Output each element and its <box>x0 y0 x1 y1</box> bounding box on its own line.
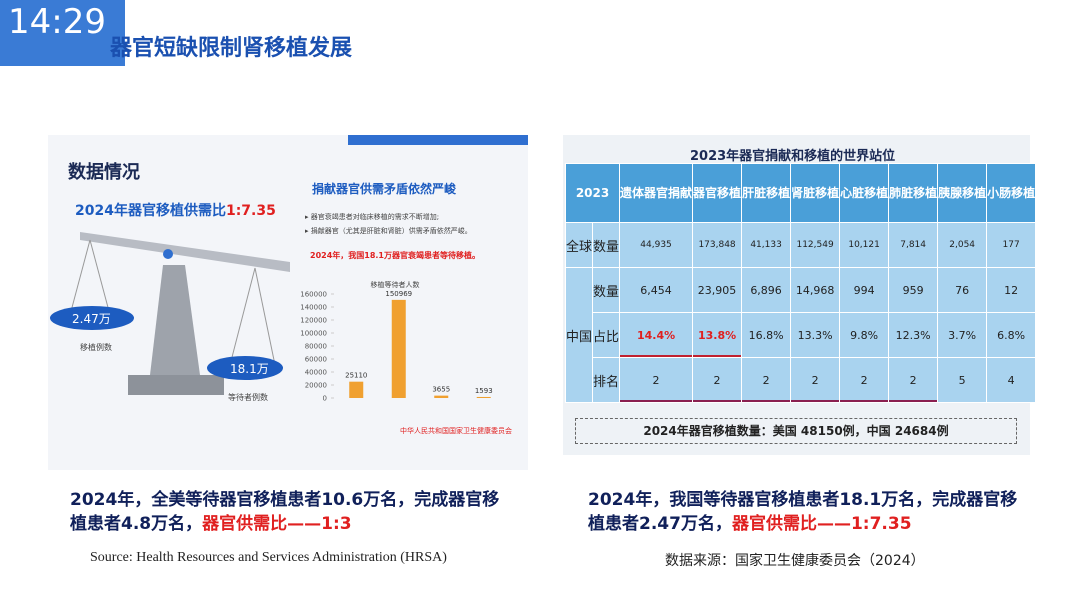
left-panel <box>48 135 528 470</box>
cell: 2 <box>741 357 792 403</box>
column-header: 肺脏移植 <box>888 163 939 223</box>
bar <box>391 299 406 398</box>
cell: 6.8% <box>986 312 1037 358</box>
status-badge <box>0 0 125 66</box>
subheading: 捐献器官供需矛盾依然严峻 <box>312 182 457 196</box>
cell: 12 <box>986 267 1037 313</box>
row-label: 排名 <box>592 357 621 403</box>
column-header: 肾脏移植 <box>790 163 841 223</box>
bullets: ▸ 器官衰竭患者对临床移植的需求不断增加; ▸ 捐献器官（尤其是肝脏和肾脏）供需矛… <box>305 213 472 235</box>
cell: 9.8% <box>839 312 890 358</box>
cell: 2 <box>692 357 743 403</box>
region: 全球 <box>564 222 594 268</box>
right-source: 数据来源：国家卫生健康委员会（2024） <box>665 553 925 569</box>
right-pan-label: 等待者例数 <box>228 393 268 402</box>
cell: 14,968 <box>790 267 841 313</box>
cell: 7,814 <box>888 222 939 268</box>
left-pan-value: 2.47万 <box>72 312 111 326</box>
column-header: 小肠移植 <box>986 163 1037 223</box>
cell: 10,121 <box>839 222 890 268</box>
y-tick-label: 0 <box>323 395 327 403</box>
cell: 2 <box>888 357 939 403</box>
bar-chart: 移植等待者人数 0 20000 40000 60000 80000 100000 120000… <box>300 280 492 403</box>
caption-text: 2024年，我国等待器官移植患者18.1万名，完成器官移植患者2.47万名， <box>588 490 1018 534</box>
panel-heading: 数据情况 <box>68 162 140 183</box>
bar <box>476 396 491 398</box>
left-caption: 2024年，全美等待器官移植患者10.6万名，完成器官移植患者4.8万名，器官供… <box>70 488 510 536</box>
y-tick-label: 100000 <box>300 330 327 338</box>
column-header: 肝脏移植 <box>741 163 792 223</box>
panel-footer: 中华人民共和国国家卫生健康委员会 <box>400 427 512 435</box>
y-tick-label: 20000 <box>305 382 327 390</box>
bar <box>349 381 364 398</box>
cell: 41,133 <box>741 222 792 268</box>
ratio-value: 1:7.35 <box>225 203 276 219</box>
row-label: 数量 <box>592 267 621 313</box>
bar <box>434 395 449 398</box>
cell: 13.8% <box>692 312 743 358</box>
table-title: 2023年器官捐献和移植的世界站位 <box>690 149 896 164</box>
value-label: 1593 <box>475 387 493 395</box>
cell: 994 <box>839 267 890 313</box>
cell: 112,549 <box>790 222 841 268</box>
time: 14:29 <box>8 2 106 42</box>
right-pan-value: 18.1万 <box>230 362 269 376</box>
caption-text: 2024年，全美等待器官移植患者10.6万名，完成器官移植患者4.8万名， <box>70 490 500 534</box>
title: 器官短缺限制肾移植发展 <box>110 36 353 61</box>
cell: 16.8% <box>741 312 792 358</box>
bullet: 器官衰竭患者对临床移植的需求不断增加; <box>310 213 440 221</box>
ratio: 2024年器官移植供需比1:7.35 <box>75 200 276 220</box>
caption-highlight: 器官供需比——1:3 <box>202 514 352 534</box>
column-header: 胰腺移植 <box>937 163 988 223</box>
cell: 44,935 <box>619 222 694 268</box>
corner: 2023 <box>564 163 621 223</box>
cell: 173,848 <box>692 222 743 268</box>
chart-title: 移植等待者人数 <box>371 280 420 289</box>
cell: 4 <box>986 357 1037 403</box>
note: 2024年，我国18.1万器官衰竭患者等待移植。 <box>310 251 481 260</box>
value-label: 150969 <box>385 290 412 298</box>
y-tick-label: 60000 <box>305 356 327 364</box>
region: 中国 <box>564 267 594 403</box>
cell: 6,454 <box>619 267 694 313</box>
row-label: 数量 <box>592 222 621 268</box>
cell: 2 <box>839 357 890 403</box>
column-header: 心脏移植 <box>839 163 890 223</box>
cell: 23,905 <box>692 267 743 313</box>
column-header: 遗体器官捐献 <box>619 163 694 223</box>
cell: 959 <box>888 267 939 313</box>
cell: 76 <box>937 267 988 313</box>
cell: 2 <box>619 357 694 403</box>
value-label: 25110 <box>345 372 367 380</box>
y-tick-label: 120000 <box>300 317 327 325</box>
cell: 2,054 <box>937 222 988 268</box>
table-footer: 2024年器官移植数量：美国 48150例，中国 24684例 <box>575 418 1017 444</box>
y-tick-label: 80000 <box>305 343 327 351</box>
y-tick-label: 160000 <box>300 291 327 299</box>
right-caption: 2024年，我国等待器官移植患者18.1万名，完成器官移植患者2.47万名，器官… <box>588 488 1028 536</box>
left-source: Source: Health Resources and Services Ad… <box>90 550 447 565</box>
y-tick-label: 140000 <box>300 304 327 312</box>
table: 2023 遗体器官捐献 器官移植 肝脏移植 肾脏移植 心脏移植 肺脏移植 胰腺移植 小肠移植全球… <box>564 163 1037 403</box>
y-tick-label: 40000 <box>305 369 327 377</box>
value-label: 3655 <box>432 386 450 394</box>
bullet: 捐献器官（尤其是肝脏和肾脏）供需矛盾依然严峻。 <box>310 227 472 235</box>
cell: 5 <box>937 357 988 403</box>
row-label: 占比 <box>592 312 621 358</box>
left-pan-label: 移植例数 <box>80 343 112 352</box>
cell: 177 <box>986 222 1037 268</box>
cell: 14.4% <box>619 312 694 358</box>
column-header: 器官移植 <box>692 163 743 223</box>
cell: 13.3% <box>790 312 841 358</box>
cell: 3.7% <box>937 312 988 358</box>
cell: 6,896 <box>741 267 792 313</box>
cell: 2 <box>790 357 841 403</box>
cell: 12.3% <box>888 312 939 358</box>
ratio-label: 2024年器官移植供需比 <box>75 203 226 219</box>
caption-highlight: 器官供需比——1:7.35 <box>731 514 912 534</box>
